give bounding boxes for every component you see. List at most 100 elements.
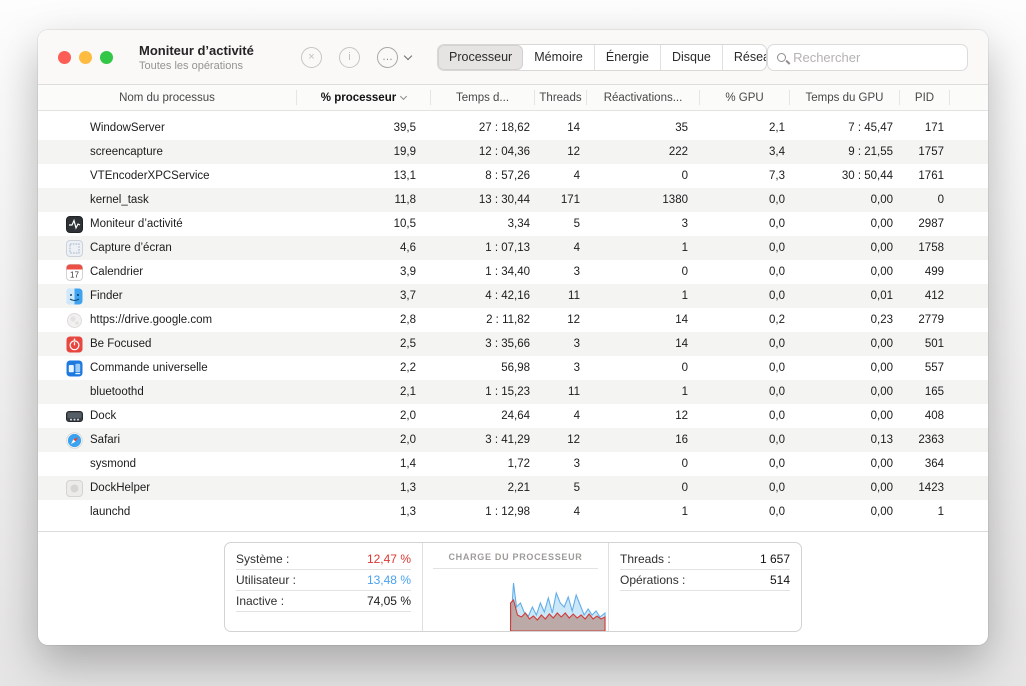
table-row[interactable]: WindowServer39,527 : 18,6214352,17 : 45,…	[38, 116, 988, 140]
time-cell: 1,72	[431, 458, 535, 470]
table-row[interactable]: Safari2,03 : 41,2912160,00,132363	[38, 428, 988, 452]
chevron-down-icon	[404, 51, 412, 59]
table-row[interactable]: DockHelper1,32,21500,00,001423	[38, 476, 988, 500]
column-header-6[interactable]: Temps du GPU	[790, 90, 900, 105]
pid-cell: 0	[900, 194, 950, 206]
table-row[interactable]: Be Focused2,53 : 35,663140,00,00501	[38, 332, 988, 356]
table-row[interactable]: 17Calendrier3,91 : 34,40300,00,00499	[38, 260, 988, 284]
gpu-time-cell: 0,23	[790, 314, 900, 326]
pid-cell: 2987	[900, 218, 950, 230]
gpu-time-cell: 0,00	[790, 242, 900, 254]
column-header-label: Temps du GPU	[806, 92, 884, 104]
process-name: WindowServer	[90, 122, 165, 134]
befocused-icon	[66, 336, 83, 353]
stat-value: 12,47 %	[367, 552, 411, 566]
pid-cell: 165	[900, 386, 950, 398]
process-name: Calendrier	[90, 266, 143, 278]
table-row[interactable]: Finder3,74 : 42,161110,00,01412	[38, 284, 988, 308]
table-row[interactable]: Commande universelle2,256,98300,00,00557	[38, 356, 988, 380]
cpu-load-chart-title: CHARGE DU PROCESSEUR	[433, 543, 598, 569]
table-row[interactable]: launchd1,31 : 12,98410,00,001	[38, 500, 988, 524]
table-row[interactable]: Capture d’écran4,61 : 07,13410,00,001758	[38, 236, 988, 260]
gpu-cell: 0,0	[700, 290, 790, 302]
tab-reseau[interactable]: Réseau	[723, 45, 767, 70]
table-row[interactable]: bluetoothd2,11 : 15,231110,00,00165	[38, 380, 988, 404]
cpu-cell: 11,8	[297, 194, 431, 206]
zoom-window-button[interactable]	[100, 51, 113, 64]
activity-monitor-window: Moniteur d’activité Toutes les opération…	[38, 30, 988, 645]
table-row[interactable]: kernel_task11,813 : 30,4417113800,00,000	[38, 188, 988, 212]
tab-disque[interactable]: Disque	[661, 45, 723, 70]
table-row[interactable]: VTEncoderXPCService13,18 : 57,26407,330 …	[38, 164, 988, 188]
table-row[interactable]: Dock2,024,644120,00,00408	[38, 404, 988, 428]
threads-cell: 3	[535, 458, 587, 470]
search-input[interactable]	[793, 50, 958, 65]
process-name-cell: https://drive.google.com	[38, 312, 297, 329]
time-cell: 8 : 57,26	[431, 170, 535, 182]
time-cell: 3 : 35,66	[431, 338, 535, 350]
pid-cell: 364	[900, 458, 950, 470]
time-cell: 56,98	[431, 362, 535, 374]
gpu-time-cell: 0,00	[790, 362, 900, 374]
cpu-cell: 39,5	[297, 122, 431, 134]
none-icon	[66, 144, 83, 161]
column-header-label: Nom du processus	[119, 92, 215, 104]
pid-cell: 1	[900, 506, 950, 518]
safari-icon	[66, 432, 83, 449]
close-window-button[interactable]	[58, 51, 71, 64]
time-cell: 1 : 15,23	[431, 386, 535, 398]
cpu-cell: 2,8	[297, 314, 431, 326]
process-name-cell: Be Focused	[38, 336, 297, 353]
column-header-1[interactable]: % processeur	[297, 90, 431, 105]
table-row[interactable]: Moniteur d’activité10,53,34530,00,002987	[38, 212, 988, 236]
table-row[interactable]: sysmond1,41,72300,00,00364	[38, 452, 988, 476]
process-name: Finder	[90, 290, 123, 302]
gpu-time-cell: 30 : 50,44	[790, 170, 900, 182]
column-header-2[interactable]: Temps d...	[431, 90, 535, 105]
column-header-5[interactable]: % GPU	[700, 90, 790, 105]
cpu-cell: 2,2	[297, 362, 431, 374]
process-name-cell: DockHelper	[38, 480, 297, 497]
threads-cell: 11	[535, 386, 587, 398]
cpu-summary-panel: Système :12,47 %Utilisateur :13,48 %Inac…	[224, 542, 802, 632]
cpu-cell: 2,5	[297, 338, 431, 350]
ellipsis-icon: …	[377, 47, 398, 68]
wakeups-cell: 14	[587, 338, 700, 350]
stat-label: Système :	[236, 552, 289, 566]
column-header-4[interactable]: Réactivations...	[587, 90, 700, 105]
column-header-3[interactable]: Threads	[535, 90, 587, 105]
column-header-0[interactable]: Nom du processus	[38, 90, 297, 105]
threads-cell: 5	[535, 482, 587, 494]
tab-energie[interactable]: Énergie	[595, 45, 661, 70]
threads-cell: 12	[535, 314, 587, 326]
titlebar: Moniteur d’activité Toutes les opération…	[38, 30, 988, 85]
cpu-cell: 10,5	[297, 218, 431, 230]
pid-cell: 501	[900, 338, 950, 350]
table-row[interactable]: https://drive.google.com2,82 : 11,821214…	[38, 308, 988, 332]
tab-processeur[interactable]: Processeur	[438, 45, 523, 70]
column-header-7[interactable]: PID	[900, 90, 950, 105]
threads-cell: 12	[535, 434, 587, 446]
table-row[interactable]: screencapture19,912 : 04,36122223,49 : 2…	[38, 140, 988, 164]
gpu-cell: 0,0	[700, 482, 790, 494]
stat-value: 74,05 %	[367, 594, 411, 608]
wakeups-cell: 1	[587, 290, 700, 302]
universal-control-icon	[66, 360, 83, 377]
threads-cell: 11	[535, 290, 587, 302]
minimize-window-button[interactable]	[79, 51, 92, 64]
cpu-percent-stats: Système :12,47 %Utilisateur :13,48 %Inac…	[225, 543, 423, 631]
threads-cell: 3	[535, 362, 587, 374]
inspect-process-icon[interactable]: i	[339, 47, 360, 68]
process-name-cell: Safari	[38, 432, 297, 449]
cpu-cell: 19,9	[297, 146, 431, 158]
threads-cell: 4	[535, 506, 587, 518]
tab-memoire[interactable]: Mémoire	[523, 45, 595, 70]
search-field[interactable]	[767, 44, 968, 71]
sort-direction-icon	[400, 93, 407, 100]
toolbar-buttons: × i …	[301, 47, 411, 68]
table-column-headers: Nom du processus % processeurTemps d...Th…	[38, 85, 988, 111]
more-options-button[interactable]: …	[377, 47, 411, 68]
cpu-cell: 1,3	[297, 482, 431, 494]
pid-cell: 408	[900, 410, 950, 422]
quit-process-icon[interactable]: ×	[301, 47, 322, 68]
